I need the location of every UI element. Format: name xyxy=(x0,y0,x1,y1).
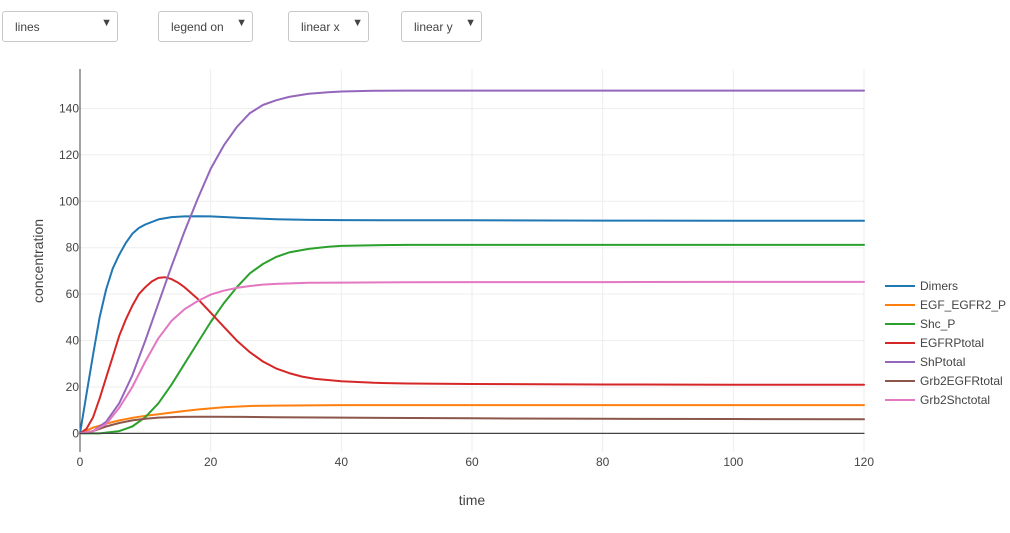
y-scale-select-value: linear y xyxy=(414,20,453,34)
legend-select-value: legend on xyxy=(171,20,224,34)
y-axis-title: concentration xyxy=(30,219,46,303)
series-line-egf-egfr2-p[interactable] xyxy=(79,404,865,435)
legend-item-dimers[interactable]: Dimers xyxy=(885,279,958,293)
y-tick-label: 100 xyxy=(59,194,79,208)
legend-label: EGF_EGFR2_P xyxy=(920,298,1006,312)
legend-label: EGFRPtotal xyxy=(920,336,984,350)
y-tick-label: 0 xyxy=(72,426,79,440)
series-line-grb2shctotal[interactable] xyxy=(79,280,865,435)
x-tick-label: 80 xyxy=(596,455,610,469)
chevron-down-icon: ▼ xyxy=(236,17,247,29)
tick-labels: 0 20 40 60 80 100 120 0 20 40 60 80 100 120 140 xyxy=(59,101,874,469)
x-tick-label: 0 xyxy=(77,455,84,469)
y-tick-label: 60 xyxy=(66,287,80,301)
chevron-down-icon: ▼ xyxy=(101,17,112,29)
grid xyxy=(80,69,865,452)
legend-item-egfrptotal[interactable]: EGFRPtotal xyxy=(885,336,984,350)
y-tick-label: 140 xyxy=(59,101,79,115)
chart-controls: lines ▼ legend on ▼ linear x ▼ linear y … xyxy=(2,11,502,44)
legend-item-shc-p[interactable]: Shc_P xyxy=(885,317,955,331)
y-scale-select[interactable]: linear y ▼ xyxy=(401,11,482,42)
y-tick-label: 20 xyxy=(66,380,80,394)
x-scale-select[interactable]: linear x ▼ xyxy=(288,11,369,42)
legend-label: Grb2Shctotal xyxy=(920,393,990,407)
legend-item-grb2egfrtotal[interactable]: Grb2EGFRtotal xyxy=(885,374,1003,388)
y-tick-label: 80 xyxy=(66,241,80,255)
mode-select[interactable]: lines ▼ xyxy=(2,11,118,42)
legend-label: Dimers xyxy=(920,279,958,293)
legend-label: Shc_P xyxy=(920,317,955,331)
x-tick-label: 40 xyxy=(335,455,349,469)
series-line-egfrptotal[interactable] xyxy=(79,276,865,435)
series-line-dimers[interactable] xyxy=(79,215,865,435)
legend-item-grb2shctotal[interactable]: Grb2Shctotal xyxy=(885,393,990,407)
series-line-grb2egfrtotal[interactable] xyxy=(79,415,865,435)
legend-label: ShPtotal xyxy=(920,355,965,369)
chevron-down-icon: ▼ xyxy=(465,17,476,29)
legend-label: Grb2EGFRtotal xyxy=(920,374,1003,388)
legend-item-egf-egfr2-p[interactable]: EGF_EGFR2_P xyxy=(885,298,1006,312)
legend-select[interactable]: legend on ▼ xyxy=(158,11,253,42)
legend-item-shptotal[interactable]: ShPtotal xyxy=(885,355,965,369)
series-line-shptotal[interactable] xyxy=(79,89,865,435)
x-axis-title: time xyxy=(459,492,486,508)
x-tick-label: 120 xyxy=(854,455,874,469)
y-tick-label: 40 xyxy=(66,334,80,348)
x-tick-label: 100 xyxy=(723,455,743,469)
x-scale-select-value: linear x xyxy=(301,20,340,34)
series-lines[interactable] xyxy=(79,89,865,435)
x-tick-label: 20 xyxy=(204,455,218,469)
mode-select-value: lines xyxy=(15,20,40,34)
legend[interactable]: Dimers EGF_EGFR2_P Shc_P EGFRPtotal ShPtotal… xyxy=(885,279,1006,407)
chevron-down-icon: ▼ xyxy=(352,17,363,29)
x-tick-label: 60 xyxy=(465,455,479,469)
series-line-shc-p[interactable] xyxy=(79,243,865,435)
y-tick-label: 120 xyxy=(59,148,79,162)
